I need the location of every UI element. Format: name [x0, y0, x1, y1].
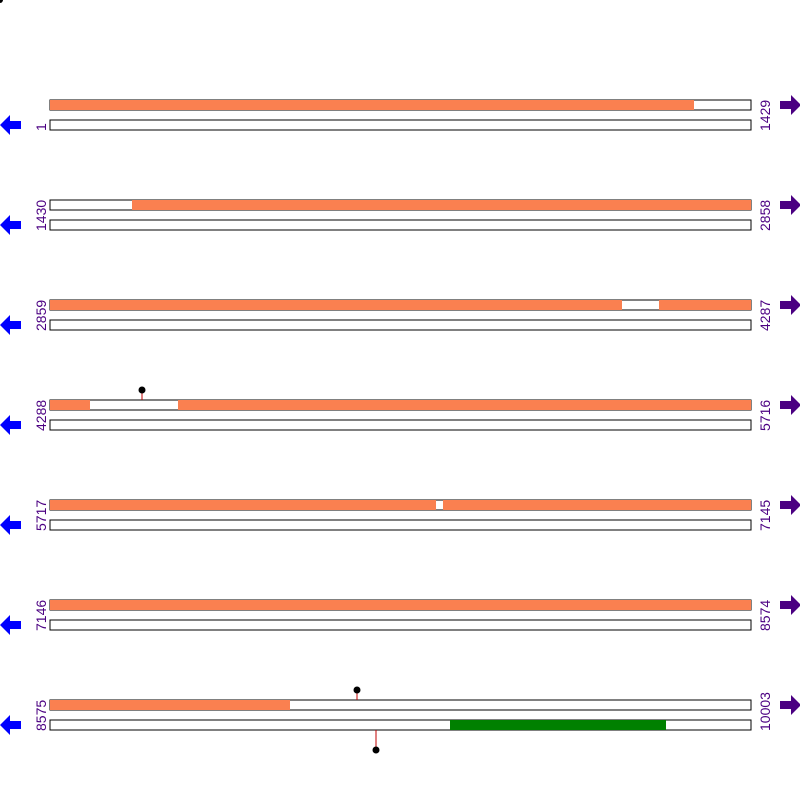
start-position: 7146	[33, 600, 49, 631]
reverse-strand	[49, 219, 752, 231]
start-position: 1	[33, 123, 49, 131]
reverse-strand	[49, 419, 752, 431]
start-position: 1430	[33, 200, 49, 231]
forward-arrow	[780, 395, 800, 415]
feature-bar	[50, 700, 290, 710]
end-position: 5716	[757, 400, 773, 431]
start-position: 2859	[33, 300, 49, 331]
reverse-arrow	[0, 415, 21, 435]
forward-arrow	[780, 595, 800, 615]
end-position: 2858	[757, 200, 773, 231]
feature-bar	[443, 500, 751, 510]
end-position: 10003	[757, 692, 773, 731]
feature-bar	[50, 300, 622, 310]
reverse-arrow	[0, 515, 21, 535]
feature-bar	[50, 500, 436, 510]
end-position: 8574	[757, 600, 773, 631]
corner-dot	[0, 0, 3, 3]
reverse-strand	[49, 319, 752, 331]
reverse-strand	[49, 119, 752, 131]
forward-arrow	[780, 195, 800, 215]
site-dot	[353, 686, 361, 694]
forward-arrow	[780, 295, 800, 315]
reverse-strand	[49, 519, 752, 531]
feature-bar	[659, 300, 751, 310]
feature-bar	[50, 100, 694, 110]
reverse-feature-bar	[450, 720, 666, 730]
reverse-arrow	[0, 215, 21, 235]
feature-bar	[50, 600, 751, 610]
reverse-strand	[49, 719, 752, 731]
feature-bar	[132, 200, 751, 210]
reverse-arrow	[0, 115, 21, 135]
forward-arrow	[780, 95, 800, 115]
reverse-arrow	[0, 315, 21, 335]
site-dot	[372, 746, 380, 754]
end-position: 7145	[757, 500, 773, 531]
start-position: 5717	[33, 500, 49, 531]
start-position: 8575	[33, 700, 49, 731]
feature-bar	[50, 400, 90, 410]
forward-arrow	[780, 495, 800, 515]
feature-bar	[178, 400, 751, 410]
end-position: 4287	[757, 300, 773, 331]
reverse-arrow	[0, 615, 21, 635]
site-dot	[138, 386, 146, 394]
reverse-strand	[49, 619, 752, 631]
start-position: 4288	[33, 400, 49, 431]
end-position: 1429	[757, 100, 773, 131]
forward-arrow	[780, 695, 800, 715]
reverse-arrow	[0, 715, 21, 735]
